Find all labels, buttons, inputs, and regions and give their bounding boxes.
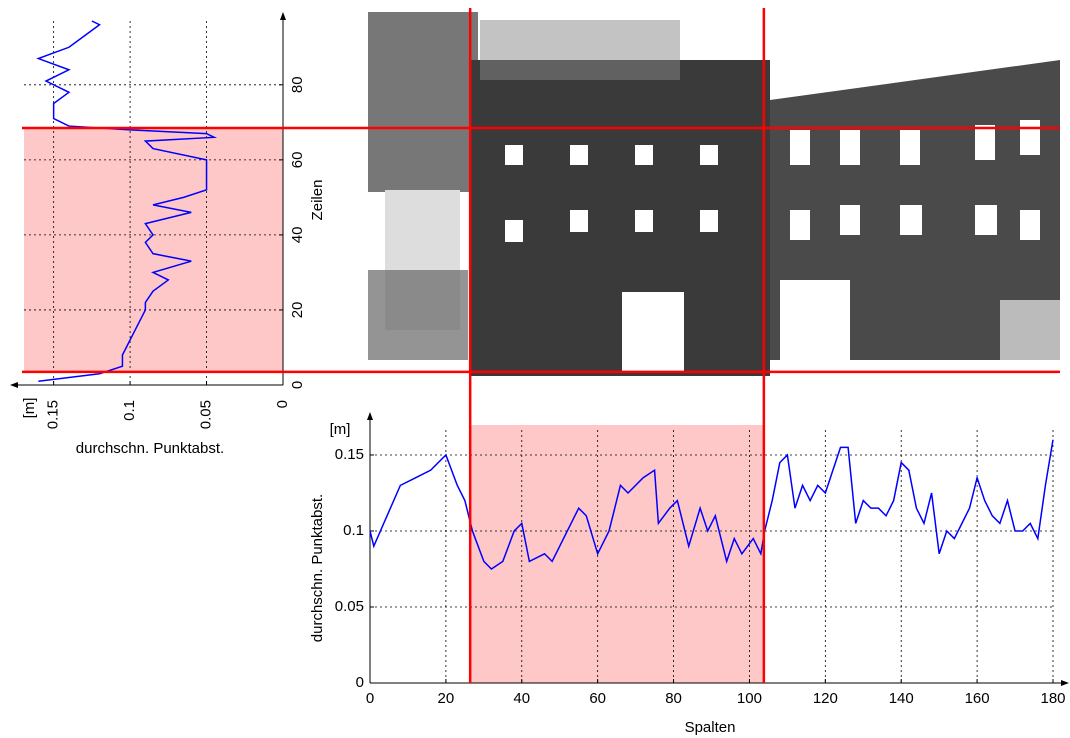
x-tick-label: 140: [889, 690, 914, 707]
x-tick-label: 20: [438, 690, 455, 707]
y-axis-unit: [m]: [330, 421, 351, 438]
x-tick-label: 40: [513, 690, 530, 707]
y-tick-label: 0.05: [335, 598, 364, 615]
y-axis-label: durchschn. Punktabst.: [309, 494, 326, 642]
y-tick-label: 0: [289, 381, 306, 389]
data-line: [36, 20, 218, 382]
y-tick-label: 0: [356, 674, 364, 691]
highlight-band: [470, 425, 764, 683]
y-tick-label: 80: [289, 76, 306, 93]
x-tick-label: 80: [665, 690, 682, 707]
x-tick-label: 0: [274, 400, 291, 408]
highlight-band: [24, 127, 283, 372]
x-tick-label: 180: [1040, 690, 1065, 707]
x-tick-label: 160: [965, 690, 990, 707]
x-tick-label: 60: [589, 690, 606, 707]
x-axis-unit: [m]: [21, 398, 38, 419]
y-tick-label: 40: [289, 227, 306, 244]
y-tick-label: 0.1: [343, 522, 364, 539]
y-axis-arrow: [367, 412, 373, 420]
x-tick-label: 0.1: [121, 400, 138, 421]
x-tick-label: 0.05: [198, 400, 215, 429]
y-tick-label: 60: [289, 152, 306, 169]
y-tick-label: 0.15: [335, 446, 364, 463]
y-tick-label: 20: [289, 302, 306, 319]
x-tick-label: 100: [737, 690, 762, 707]
x-axis-label: durchschn. Punktabst.: [76, 440, 224, 457]
x-axis-label: Spalten: [685, 719, 736, 736]
x-tick-label: 120: [813, 690, 838, 707]
y-axis-arrow: [280, 12, 286, 20]
photo: [368, 12, 1060, 378]
charts: 0 20 40 60 80 0 0.05 0.1 0.15 Zeilen [m] durchschn.…: [10, 8, 1069, 736]
x-axis-arrow: [1061, 680, 1069, 686]
x-axis-arrow: [10, 382, 18, 388]
x-tick-label: 0: [366, 690, 374, 707]
x-tick-label: 0.15: [45, 400, 62, 429]
y-axis-label: Zeilen: [309, 180, 326, 221]
